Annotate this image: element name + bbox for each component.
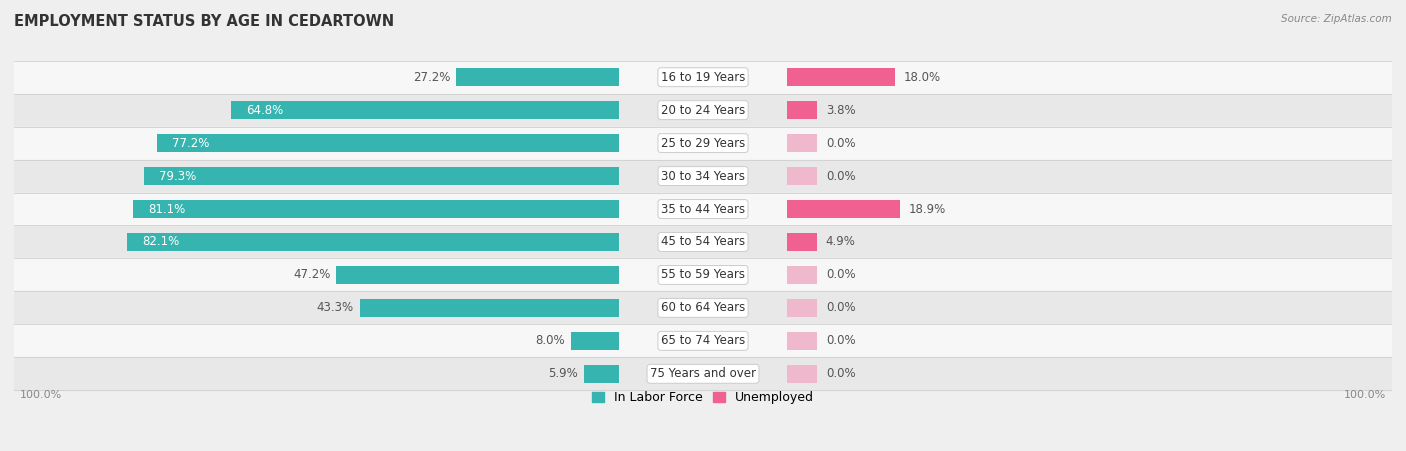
Bar (787, 233, 817, 251)
Text: 65 to 74 Years: 65 to 74 Years (661, 334, 745, 347)
Bar (787, 68, 894, 86)
Bar (787, 266, 817, 284)
Legend: In Labor Force, Unemployed: In Labor Force, Unemployed (592, 391, 814, 405)
Bar (14, 193, 1392, 226)
Bar (14, 357, 1392, 390)
Text: EMPLOYMENT STATUS BY AGE IN CEDARTOWN: EMPLOYMENT STATUS BY AGE IN CEDARTOWN (14, 14, 394, 28)
Text: 18.9%: 18.9% (910, 202, 946, 216)
Text: 75 Years and over: 75 Years and over (650, 367, 756, 380)
Text: 30 to 34 Years: 30 to 34 Years (661, 170, 745, 183)
Bar (14, 160, 1392, 193)
Bar (14, 127, 1392, 160)
Bar (787, 167, 817, 185)
Text: 25 to 29 Years: 25 to 29 Years (661, 137, 745, 150)
Text: 35 to 44 Years: 35 to 44 Years (661, 202, 745, 216)
Bar (787, 332, 817, 350)
Bar (336, 266, 619, 284)
Bar (583, 365, 619, 383)
Bar (787, 299, 817, 317)
Text: 0.0%: 0.0% (825, 334, 855, 347)
Text: 4.9%: 4.9% (825, 235, 856, 249)
Text: 16 to 19 Years: 16 to 19 Years (661, 71, 745, 84)
Bar (14, 226, 1392, 258)
Bar (14, 258, 1392, 291)
Text: 81.1%: 81.1% (148, 202, 186, 216)
Text: 27.2%: 27.2% (413, 71, 450, 84)
Bar (787, 101, 817, 119)
Bar (156, 134, 619, 152)
Bar (143, 167, 619, 185)
Text: 100.0%: 100.0% (1344, 390, 1386, 400)
Bar (231, 101, 619, 119)
Bar (787, 200, 900, 218)
Text: 47.2%: 47.2% (292, 268, 330, 281)
Text: 82.1%: 82.1% (142, 235, 180, 249)
Bar (14, 94, 1392, 127)
Bar (571, 332, 619, 350)
Text: 0.0%: 0.0% (825, 137, 855, 150)
Text: 79.3%: 79.3% (159, 170, 197, 183)
Text: 0.0%: 0.0% (825, 268, 855, 281)
Bar (128, 233, 619, 251)
Text: 55 to 59 Years: 55 to 59 Years (661, 268, 745, 281)
Bar (14, 61, 1392, 94)
Text: 18.0%: 18.0% (904, 71, 941, 84)
Bar (134, 200, 619, 218)
Text: 5.9%: 5.9% (548, 367, 578, 380)
Bar (787, 365, 817, 383)
Text: 8.0%: 8.0% (536, 334, 565, 347)
Bar (14, 324, 1392, 357)
Text: 0.0%: 0.0% (825, 367, 855, 380)
Text: 45 to 54 Years: 45 to 54 Years (661, 235, 745, 249)
Text: 43.3%: 43.3% (316, 301, 354, 314)
Text: 60 to 64 Years: 60 to 64 Years (661, 301, 745, 314)
Text: 77.2%: 77.2% (172, 137, 209, 150)
Text: 3.8%: 3.8% (825, 104, 855, 117)
Text: 0.0%: 0.0% (825, 170, 855, 183)
Bar (360, 299, 619, 317)
Bar (14, 291, 1392, 324)
Text: 64.8%: 64.8% (246, 104, 283, 117)
Text: 100.0%: 100.0% (20, 390, 62, 400)
Text: 0.0%: 0.0% (825, 301, 855, 314)
Bar (456, 68, 619, 86)
Bar (787, 134, 817, 152)
Text: 20 to 24 Years: 20 to 24 Years (661, 104, 745, 117)
Text: Source: ZipAtlas.com: Source: ZipAtlas.com (1281, 14, 1392, 23)
